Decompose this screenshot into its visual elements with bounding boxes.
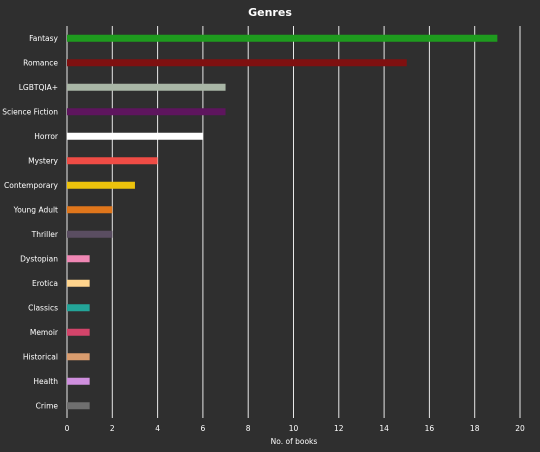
x-tick-label-2: 2 <box>110 424 115 433</box>
grid-layer <box>66 26 521 418</box>
category-label-fantasy: Fantasy <box>29 34 58 43</box>
tick-layer: 0 2 4 6 8 10 12 14 16 18 20 <box>65 424 525 433</box>
category-label-health: Health <box>33 377 58 386</box>
x-tick-label-12: 12 <box>334 424 344 433</box>
category-label-horror: Horror <box>34 132 59 141</box>
bar-memoir <box>67 328 90 336</box>
bar-dystopian <box>67 255 90 263</box>
category-label-contemporary: Contemporary <box>4 181 59 190</box>
bar-health <box>67 377 90 385</box>
category-label-young-adult: Young Adult <box>13 205 58 214</box>
bar-historical <box>67 353 90 361</box>
category-label-thriller: Thriller <box>31 230 59 239</box>
category-label-lgbtqia: LGBTQIA+ <box>19 83 58 92</box>
x-tick-label-14: 14 <box>379 424 389 433</box>
bar-layer <box>67 34 498 410</box>
x-tick-label-10: 10 <box>289 424 299 433</box>
category-label-erotica: Erotica <box>32 279 58 288</box>
category-label-romance: Romance <box>23 58 58 67</box>
category-label-dystopian: Dystopian <box>20 254 58 263</box>
bar-romance <box>67 59 407 67</box>
x-tick-label-18: 18 <box>470 424 480 433</box>
bar-erotica <box>67 279 90 287</box>
x-tick-label-16: 16 <box>425 424 435 433</box>
category-label-historical: Historical <box>23 352 58 361</box>
category-label-crime: Crime <box>36 401 59 410</box>
x-axis-label: No. of books <box>271 437 318 446</box>
x-tick-label-6: 6 <box>201 424 206 433</box>
x-tick-label-0: 0 <box>65 424 70 433</box>
category-label-mystery: Mystery <box>28 156 58 165</box>
bar-lgbtqia <box>67 83 226 91</box>
bar-science-fiction <box>67 108 226 116</box>
category-label-memoir: Memoir <box>30 328 59 337</box>
x-tick-label-20: 20 <box>515 424 525 433</box>
bar-crime <box>67 402 90 410</box>
bar-thriller <box>67 230 113 238</box>
bar-horror <box>67 132 203 140</box>
category-layer: Fantasy Romance LGBTQIA+ Science Fiction Hor… <box>2 34 59 411</box>
bar-mystery <box>67 157 158 165</box>
bar-classics <box>67 304 90 312</box>
bar-contemporary <box>67 181 135 189</box>
chart-title: Genres <box>248 6 292 19</box>
category-label-classics: Classics <box>28 303 58 312</box>
bar-young-adult <box>67 206 113 214</box>
x-tick-label-8: 8 <box>246 424 251 433</box>
category-label-science-fiction: Science Fiction <box>2 107 58 116</box>
bar-fantasy <box>67 34 498 42</box>
x-tick-label-4: 4 <box>155 424 160 433</box>
